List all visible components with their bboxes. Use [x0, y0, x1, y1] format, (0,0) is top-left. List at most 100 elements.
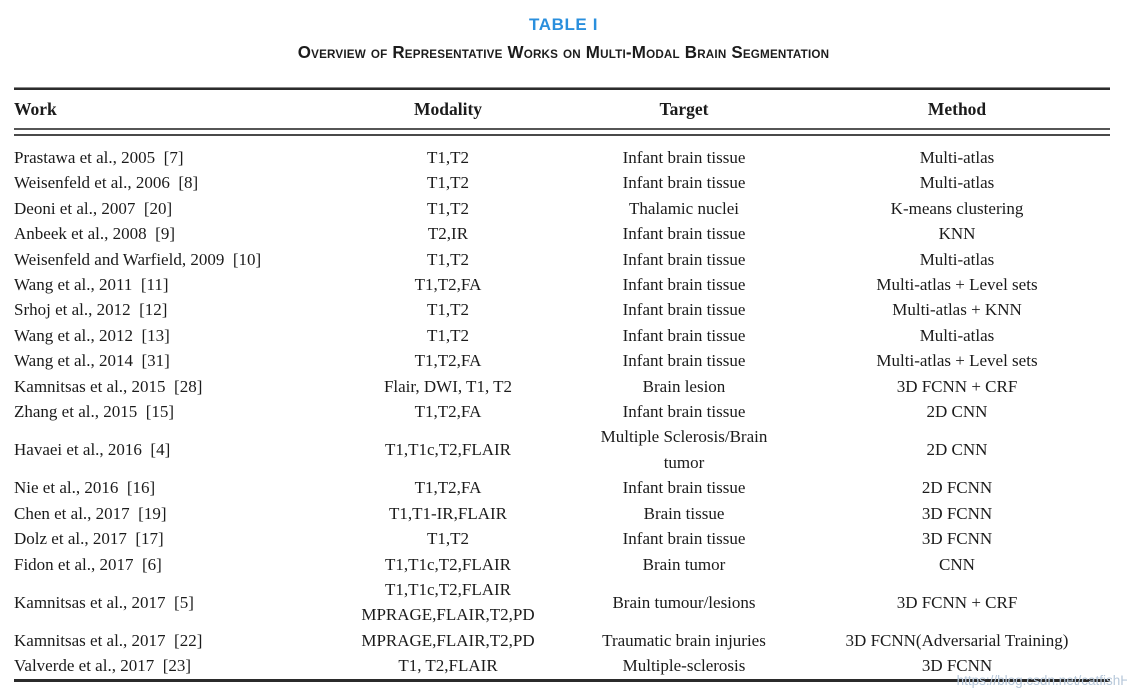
target-cell: Infant brain tissue: [622, 325, 746, 345]
modality-cell: T1,T2,FA: [414, 275, 482, 295]
table-header-row: Work Modality Target Method: [14, 90, 1110, 128]
method-cell: 2D CNN: [926, 440, 988, 460]
work-cell: Dolz et al., 2017 [17]: [14, 529, 164, 549]
work-cell: Kamnitsas et al., 2015 [28]: [14, 376, 203, 396]
work-cell: Havaei et al., 2016 [4]: [14, 440, 171, 460]
table-content: Work Modality Target Method Prastawa et …: [14, 87, 1110, 682]
method-cell: 3D FCNN + CRF: [896, 592, 1018, 612]
work-cell: Nie et al., 2016 [16]: [14, 478, 156, 498]
target-cell: Infant brain tissue: [622, 249, 746, 269]
work-cell: Weisenfeld and Warfield, 2009 [10]: [14, 249, 262, 269]
table-row: Fidon et al., 2017 [6] T1,T1c,T2,FLAIR Bra…: [14, 552, 1110, 577]
modality-cell: T1,T2: [426, 148, 470, 167]
modality-cell: T1, T2,FLAIR: [398, 656, 498, 676]
method-cell: K-means clustering: [890, 198, 1024, 218]
modality-cell: T1,T1c,T2,FLAIR: [384, 554, 512, 574]
table-row: Anbeek et al., 2008 [9] T2,IR Infant brain…: [14, 221, 1110, 246]
table-row: Havaei et al., 2016 [4] T1,T1c,T2,FLAIR Mu…: [14, 424, 1110, 475]
table-bottom-rule: [14, 678, 1110, 682]
modality-cell: T1,T1c,T2,FLAIR MPRAGE,FLAIR,T2,PD: [361, 579, 535, 625]
target-cell: Brain tumor: [642, 554, 726, 574]
target-cell: Infant brain tissue: [622, 402, 746, 422]
table-row: Wang et al., 2014 [31] T1,T2,FA Infant bra…: [14, 348, 1110, 373]
method-cell: 2D FCNN: [921, 478, 993, 498]
target-cell: Multiple-sclerosis: [622, 656, 746, 676]
table-row: Dolz et al., 2017 [17] T1,T2 Infant brain …: [14, 526, 1110, 551]
modality-cell: MPRAGE,FLAIR,T2,PD: [361, 630, 535, 650]
method-cell: 3D FCNN: [921, 656, 993, 676]
table-title-block: TABLE I Overview of Representative Works…: [0, 15, 1127, 63]
target-cell: Infant brain tissue: [622, 275, 746, 295]
target-cell: Brain tumour/lesions: [612, 592, 756, 612]
modality-cell: T1,T2: [426, 325, 470, 345]
target-cell: Multiple Sclerosis/Brain tumor: [600, 427, 768, 472]
table-row: Wang et al., 2011 [11] T1,T2,FA Infant bra…: [14, 272, 1110, 297]
modality-cell: T1,T2,FA: [414, 402, 482, 422]
table-body-spacer: [14, 136, 1110, 145]
work-cell: Wang et al., 2011 [11]: [14, 275, 169, 295]
target-cell: Infant brain tissue: [622, 173, 746, 193]
work-cell: Wang et al., 2014 [31]: [14, 351, 170, 371]
work-cell: Chen et al., 2017 [19]: [14, 503, 167, 523]
target-cell: Infant brain tissue: [622, 300, 746, 320]
work-cell: Srhoj et al., 2012 [12]: [14, 300, 168, 320]
table-row: Kamnitsas et al., 2017 [22] MPRAGE,FLAIR,…: [14, 628, 1110, 653]
target-cell: Infant brain tissue: [622, 478, 746, 498]
target-cell: Infant brain tissue: [622, 351, 746, 371]
work-cell: Weisenfeld et al., 2006 [8]: [14, 173, 199, 193]
target-cell: Infant brain tissue: [622, 224, 746, 244]
modality-cell: T2,IR: [427, 224, 469, 244]
method-cell: Multi-atlas: [919, 249, 995, 269]
modality-cell: T1,T2: [426, 300, 470, 320]
watermark-url: https://blog.csdn.net/catfishH: [956, 673, 1127, 688]
work-cell: Zhang et al., 2015 [15]: [14, 402, 175, 422]
work-cell: Deoni et al., 2007 [20]: [14, 198, 173, 218]
method-cell: CNN: [939, 554, 975, 574]
table-row: Kamnitsas et al., 2017 [5] T1,T1c,T2,FLAI…: [14, 577, 1110, 628]
table-label: TABLE I: [528, 15, 599, 34]
method-cell: KNN: [938, 224, 976, 244]
method-cell: 2D CNN: [926, 402, 988, 422]
modality-cell: T1,T2: [426, 529, 470, 549]
work-cell: Prastawa et al., 2005 [7]: [14, 148, 184, 167]
target-cell: Infant brain tissue: [622, 529, 746, 549]
table-row: Deoni et al., 2007 [20] T1,T2 Thalamic nuc…: [14, 196, 1110, 221]
target-cell: Thalamic nuclei: [629, 198, 739, 218]
modality-cell: T1,T2: [426, 198, 470, 218]
method-cell: Multi-atlas + KNN: [892, 300, 1022, 320]
table-row: Prastawa et al., 2005 [7] T1,T2 Infant bra…: [14, 145, 1110, 170]
column-header-modality: Modality: [413, 98, 483, 119]
overview-table: Work Modality Target Method: [14, 90, 1110, 128]
work-cell: Anbeek et al., 2008 [9]: [14, 224, 175, 244]
method-cell: 3D FCNN: [921, 503, 993, 523]
work-cell: Kamnitsas et al., 2017 [22]: [14, 630, 203, 650]
modality-cell: T1,T2: [426, 173, 470, 193]
table-header-double-rule: [14, 128, 1110, 136]
table-row: Kamnitsas et al., 2015 [28] Flair, DWI, T…: [14, 374, 1110, 399]
method-cell: Multi-atlas + Level sets: [876, 351, 1038, 371]
method-cell: 3D FCNN: [921, 529, 993, 549]
target-cell: Infant brain tissue: [622, 148, 746, 167]
overview-table-body: Prastawa et al., 2005 [7] T1,T2 Infant bra…: [14, 145, 1110, 679]
table-top-rule: [14, 87, 1110, 90]
modality-cell: T1,T2,FA: [414, 351, 482, 371]
table-row: Chen et al., 2017 [19] T1,T1-IR,FLAIR Brai…: [14, 501, 1110, 526]
table-row: Weisenfeld and Warfield, 2009 [10] T1,T2 I…: [14, 247, 1110, 272]
table-body: Prastawa et al., 2005 [7] T1,T2 Infant bra…: [14, 145, 1110, 679]
modality-cell: T1,T1c,T2,FLAIR: [384, 440, 512, 460]
work-cell: Valverde et al., 2017 [23]: [14, 656, 192, 676]
column-header-work: Work: [14, 98, 57, 119]
method-cell: 3D FCNN(Adversarial Training): [845, 630, 1069, 650]
table-header: Work Modality Target Method: [14, 90, 1110, 128]
table-row: Wang et al., 2012 [13] T1,T2 Infant brain …: [14, 323, 1110, 348]
target-cell: Brain tissue: [643, 503, 725, 523]
target-cell: Traumatic brain injuries: [602, 630, 766, 650]
modality-cell: Flair, DWI, T1, T2: [383, 376, 513, 396]
table-row: Weisenfeld et al., 2006 [8] T1,T2 Infant b…: [14, 170, 1110, 195]
method-cell: Multi-atlas: [919, 173, 995, 193]
table-caption: Overview of Representative Works on Mult…: [297, 42, 830, 62]
modality-cell: T1,T2,FA: [414, 478, 482, 498]
column-header-target: Target: [659, 98, 709, 119]
modality-cell: T1,T1-IR,FLAIR: [388, 503, 508, 523]
